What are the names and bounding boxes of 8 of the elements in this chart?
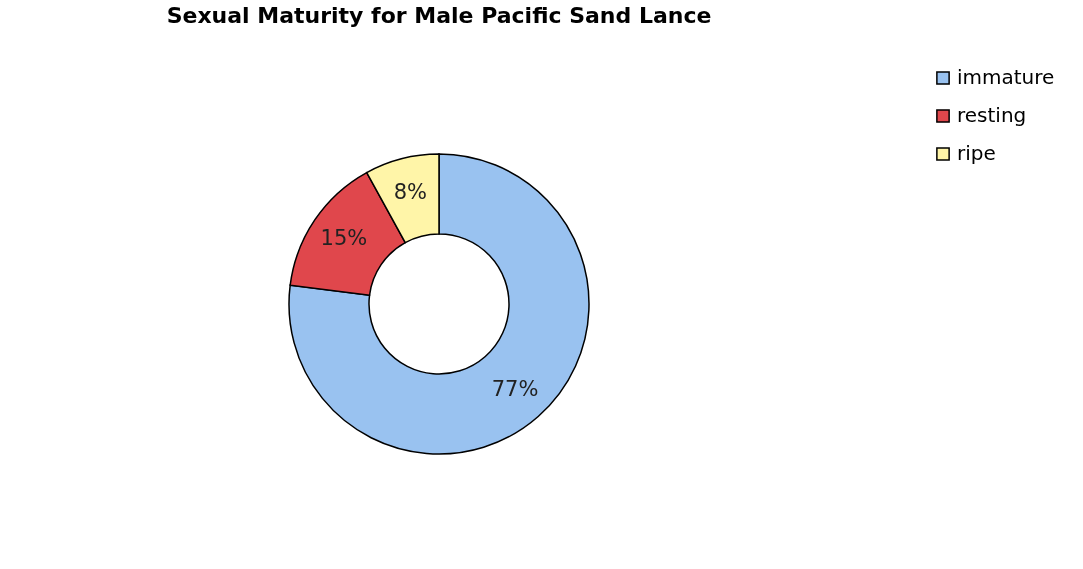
legend-label: ripe	[957, 141, 996, 165]
data-label: 8%	[393, 179, 428, 204]
legend-label: resting	[957, 103, 1027, 127]
chart-title: Sexual Maturity for Male Pacific Sand Lance	[166, 3, 712, 28]
donut-slice	[288, 153, 590, 455]
legend-label: immature	[957, 65, 1055, 89]
data-label: 15%	[320, 226, 368, 251]
data-label: 77%	[491, 377, 539, 402]
